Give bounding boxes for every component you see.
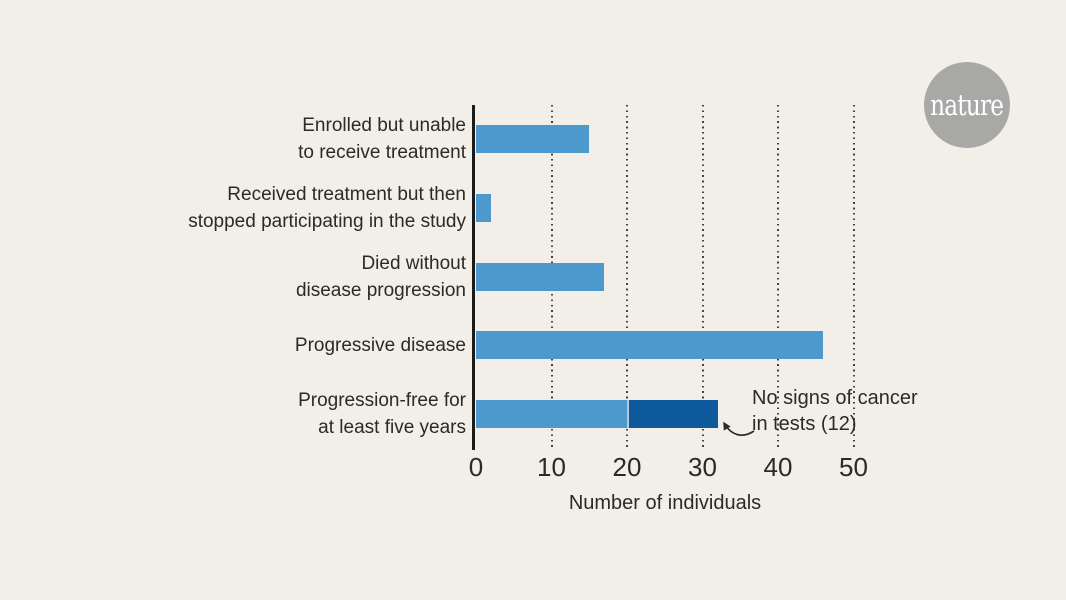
category-label-1: Enrolled but unable to receive treatment	[298, 112, 466, 166]
bar-row4-segment	[476, 331, 824, 360]
category-label-line: Progressive disease	[294, 334, 466, 356]
category-label-line: disease progression	[295, 279, 466, 301]
bar-row1-segment	[476, 125, 590, 154]
gridline-x-40	[777, 105, 779, 448]
annotation-text: No signs of cancer in tests (12)	[752, 385, 918, 437]
x-axis-title: Number of individuals	[568, 492, 762, 514]
category-label-line: Enrolled but unable	[302, 115, 466, 137]
x-tick-10: 10	[537, 452, 566, 482]
x-tick-30: 30	[688, 452, 717, 482]
category-label-line: at least five years	[318, 416, 466, 438]
x-tick-20: 20	[612, 452, 642, 482]
gridline-x-50	[852, 105, 855, 448]
category-label-line: Died without	[361, 252, 466, 274]
category-label-line: to receive treatment	[298, 142, 466, 164]
category-label-line: stopped participating in the study	[188, 210, 466, 232]
annotation-line-2: in tests (12)	[752, 413, 857, 435]
category-label-line: Received treatment but then	[227, 183, 466, 205]
category-label-5: Progression-free for at least five years	[298, 387, 466, 441]
bar-row5-dark-segment	[627, 399, 718, 428]
bar-row3-segment	[476, 262, 605, 291]
category-label-line: Progression-free for	[298, 389, 466, 411]
x-tick-0: 0	[468, 452, 484, 482]
nature-logo: nature	[924, 62, 1010, 148]
bar-row2-segment	[476, 193, 492, 222]
gridline-x-20	[626, 105, 628, 448]
gridline-x-30	[701, 105, 704, 448]
annotation-line-1: No signs of cancer	[752, 387, 918, 409]
category-label-4: Progressive disease	[295, 332, 466, 359]
nature-logo-text: nature	[930, 88, 1004, 122]
y-axis-line	[472, 105, 475, 450]
category-label-2: Received treatment but then stopped parti…	[188, 181, 466, 235]
x-tick-40: 40	[763, 452, 793, 482]
category-label-3: Died without disease progression	[296, 250, 466, 304]
x-tick-50: 50	[839, 452, 868, 482]
bar-row5-segment	[476, 399, 627, 428]
